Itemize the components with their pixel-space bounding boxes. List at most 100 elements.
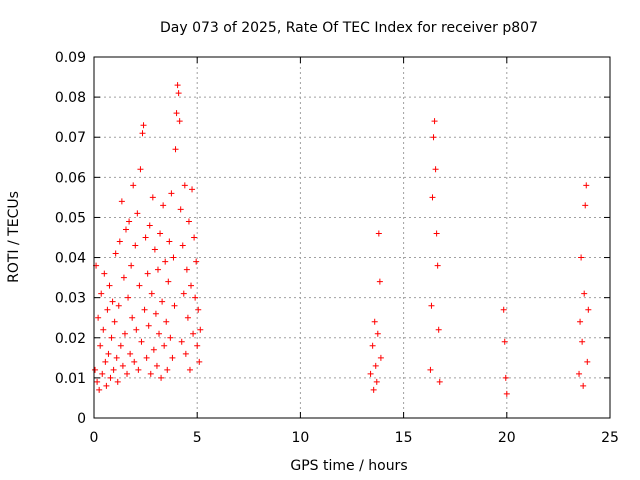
data-point-marker: [431, 118, 438, 125]
data-point-marker: [95, 314, 102, 321]
data-point-marker: [576, 370, 583, 377]
data-point-marker: [147, 370, 154, 377]
x-tick-label: 15: [395, 430, 413, 446]
data-point-marker: [109, 298, 116, 305]
data-point-marker: [97, 342, 104, 349]
data-point-marker: [433, 230, 440, 237]
data-point-marker: [145, 322, 152, 329]
grid: [94, 57, 610, 418]
data-point-marker: [116, 238, 123, 245]
data-point-marker: [94, 378, 101, 385]
data-point-marker: [114, 378, 121, 385]
data-point-marker: [100, 326, 107, 333]
data-point-marker: [98, 290, 105, 297]
data-point-marker: [185, 218, 192, 225]
data-point-marker: [173, 110, 180, 117]
data-point-marker: [149, 194, 156, 201]
data-point-marker: [188, 282, 195, 289]
data-point-marker: [180, 290, 187, 297]
data-point-marker: [162, 258, 169, 265]
data-point-marker: [141, 306, 148, 313]
data-point-marker: [130, 182, 137, 189]
data-point-marker: [582, 202, 589, 209]
data-point-marker: [139, 130, 146, 137]
data-point-marker: [135, 366, 142, 373]
data-point-marker: [104, 306, 111, 313]
data-point-marker: [164, 366, 171, 373]
axis-ticks: 0 0.01 0.02 0.03 0.04 0.05 0.06 0.07 0.08 0.09 0 5 1…: [55, 50, 619, 446]
data-point-marker: [111, 318, 118, 325]
data-point-marker: [428, 302, 435, 309]
data-point-marker: [118, 198, 125, 205]
x-tick-label: 5: [193, 430, 202, 446]
data-point-marker: [119, 362, 126, 369]
chart-title: Day 073 of 2025, Rate Of TEC Index for r…: [160, 20, 538, 36]
x-axis-title: GPS time / hours: [290, 458, 407, 474]
data-point-marker: [108, 334, 115, 341]
y-tick-label: 0.05: [55, 210, 86, 226]
data-point-marker: [112, 250, 119, 257]
data-point-marker: [158, 374, 165, 381]
data-point-marker: [194, 342, 201, 349]
data-point-marker: [371, 318, 378, 325]
data-point-marker: [500, 306, 507, 313]
data-point-marker: [178, 338, 185, 345]
data-point-marker: [159, 298, 166, 305]
data-point-marker: [151, 246, 158, 253]
data-point-marker: [503, 390, 510, 397]
data-point-marker: [166, 238, 173, 245]
data-point-marker: [136, 282, 143, 289]
data-point-marker: [92, 366, 99, 373]
data-point-marker: [143, 354, 150, 361]
data-point-marker: [99, 370, 106, 377]
data-point-marker: [427, 366, 434, 373]
data-point-marker: [429, 194, 436, 201]
data-point-marker: [124, 370, 131, 377]
y-tick-label: 0: [77, 411, 86, 427]
data-point-marker: [191, 234, 198, 241]
data-point-marker: [370, 386, 377, 393]
data-point-marker: [148, 290, 155, 297]
data-point-marker: [196, 358, 203, 365]
data-point-marker: [153, 362, 160, 369]
data-points: [92, 82, 592, 397]
data-point-marker: [183, 266, 190, 273]
data-point-marker: [157, 230, 164, 237]
y-tick-label: 0.07: [55, 130, 86, 146]
data-point-marker: [165, 278, 172, 285]
data-point-marker: [375, 230, 382, 237]
data-point-marker: [167, 334, 174, 341]
data-point-marker: [125, 294, 132, 301]
data-point-marker: [107, 374, 114, 381]
data-point-marker: [436, 378, 443, 385]
data-point-marker: [110, 366, 117, 373]
x-tick-label: 10: [291, 430, 309, 446]
data-point-marker: [502, 374, 509, 381]
data-point-marker: [129, 314, 136, 321]
data-point-marker: [102, 358, 109, 365]
data-point-marker: [195, 306, 202, 313]
data-point-marker: [170, 254, 177, 261]
data-point-marker: [186, 366, 193, 373]
data-point-marker: [176, 118, 183, 125]
data-point-marker: [369, 342, 376, 349]
data-point-marker: [171, 302, 178, 309]
data-point-marker: [172, 146, 179, 153]
data-point-marker: [142, 234, 149, 241]
data-point-marker: [184, 314, 191, 321]
data-point-marker: [161, 342, 168, 349]
y-tick-label: 0.04: [55, 251, 86, 267]
data-point-marker: [182, 350, 189, 357]
data-point-marker: [181, 182, 188, 189]
x-tick-label: 20: [498, 430, 516, 446]
data-point-marker: [583, 182, 590, 189]
data-point-marker: [374, 330, 381, 337]
data-point-marker: [367, 370, 374, 377]
data-point-marker: [103, 382, 110, 389]
data-point-marker: [376, 278, 383, 285]
data-point-marker: [501, 338, 508, 345]
data-point-marker: [584, 358, 591, 365]
x-tick-label: 25: [601, 430, 619, 446]
data-point-marker: [121, 330, 128, 337]
plot-frame: [93, 56, 611, 419]
